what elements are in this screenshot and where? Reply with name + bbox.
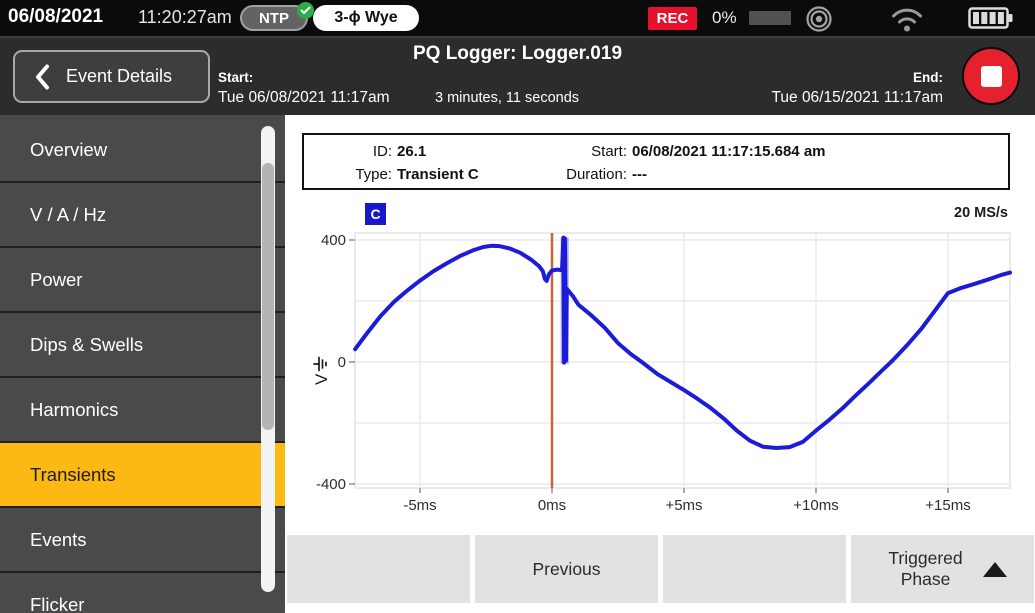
footer-button-bar: Previous Triggered Phase: [287, 535, 1034, 603]
sidebar-item-harmonics[interactable]: Harmonics: [0, 378, 285, 443]
sidebar-item-power[interactable]: Power: [0, 248, 285, 313]
sidebar-item-events[interactable]: Events: [0, 508, 285, 573]
start-label: Start:: [218, 70, 254, 85]
phase-c-badge: C: [365, 203, 386, 225]
event-start-label: Start:: [591, 143, 627, 160]
event-duration-value: ---: [632, 166, 647, 183]
event-start-value: 06/08/2021 11:17:15.684 am: [632, 143, 826, 160]
sidebar-item-transients[interactable]: Transients: [0, 443, 285, 508]
transient-waveform-chart[interactable]: 400 0 -400 -5ms 0ms +5ms +10ms +15ms V: [300, 225, 1035, 515]
sidebar: Overview V / A / Hz Power Dips & Swells Harm…: [0, 115, 285, 613]
wiring-config-badge[interactable]: 3-ϕ Wye: [313, 5, 419, 31]
triggered-phase-label: Triggered Phase: [888, 548, 963, 589]
end-value: Tue 06/15/2021 11:17am: [771, 89, 944, 106]
chart-gridlines: [355, 233, 1010, 488]
battery-icon: [968, 7, 1013, 29]
y-axis-unit-label: V: [312, 356, 331, 385]
stop-icon: [980, 65, 1002, 87]
memory-percent: 0%: [712, 8, 737, 27]
sample-rate-label: 20 MS/s: [954, 205, 1008, 221]
hotspot-icon: [806, 6, 832, 32]
stop-recording-button[interactable]: [962, 47, 1020, 105]
voltage-trace: [353, 235, 1012, 450]
start-value: Tue 06/08/2021 11:17am: [218, 89, 390, 106]
x-tick-label: 0ms: [538, 497, 566, 514]
ntp-label: NTP: [259, 9, 289, 27]
event-id-value: 26.1: [397, 143, 427, 160]
event-type-value: Transient C: [397, 166, 479, 183]
event-info-box: ID: 26.1 Start: 06/08/2021 11:17:15.684 …: [302, 133, 1010, 190]
svg-text:V: V: [312, 373, 331, 385]
x-tick-label: +10ms: [793, 497, 838, 514]
end-label: End:: [913, 70, 943, 85]
previous-button[interactable]: Previous: [475, 535, 658, 603]
rec-indicator: REC: [648, 7, 697, 30]
status-time: 11:20:27am: [138, 7, 232, 27]
status-bar: 06/08/2021 11:20:27am NTP 3-ϕ Wye REC 0%: [0, 0, 1035, 36]
y-tick-label: 400: [321, 232, 346, 249]
x-tick-label: +15ms: [925, 497, 970, 514]
footer-button-blank-2[interactable]: [663, 535, 846, 603]
memory-bar: [749, 11, 791, 25]
triggered-phase-button[interactable]: Triggered Phase: [851, 535, 1034, 603]
status-date: 06/08/2021: [8, 6, 104, 27]
header: Event Details PQ Logger: Logger.019 Star…: [0, 36, 1035, 115]
x-tick-label: +5ms: [665, 497, 702, 514]
triangle-up-icon: [982, 561, 1007, 577]
event-type-label: Type:: [355, 166, 392, 183]
x-tick-label: -5ms: [403, 497, 436, 514]
session-start: Start: Tue 06/08/2021 11:17am: [218, 69, 390, 109]
back-button[interactable]: Event Details: [13, 50, 210, 103]
y-tick-label: -400: [316, 476, 346, 493]
earth-ground-icon: [313, 356, 327, 372]
ntp-check-icon: [297, 2, 314, 19]
wifi-icon: [892, 8, 922, 32]
main-content: ID: 26.1 Start: 06/08/2021 11:17:15.684 …: [285, 115, 1035, 613]
event-id-label: ID:: [372, 143, 392, 160]
footer-button-blank-1[interactable]: [287, 535, 470, 603]
chevron-left-icon: [36, 64, 49, 89]
page-title: PQ Logger: Logger.019: [412, 43, 623, 64]
sidebar-item-v-a-hz[interactable]: V / A / Hz: [0, 183, 285, 248]
ntp-badge[interactable]: NTP: [240, 2, 314, 31]
y-tick-label: 0: [338, 354, 346, 371]
event-duration-label: Duration:: [566, 166, 627, 183]
chart-axis-ticks: 400 0 -400 -5ms 0ms +5ms +10ms +15ms: [316, 232, 971, 514]
chart-plot-border: [354, 232, 1011, 489]
session-duration: 3 minutes, 11 seconds: [435, 90, 580, 106]
back-button-label: Event Details: [66, 66, 173, 86]
sidebar-scrollbar-thumb[interactable]: [262, 163, 274, 430]
sidebar-item-flicker[interactable]: Flicker: [0, 573, 285, 613]
sidebar-item-overview[interactable]: Overview: [0, 118, 285, 183]
session-end: End: Tue 06/15/2021 11:17am: [772, 69, 944, 109]
sidebar-scrollbar[interactable]: [261, 126, 275, 592]
sidebar-item-dips-swells[interactable]: Dips & Swells: [0, 313, 285, 378]
